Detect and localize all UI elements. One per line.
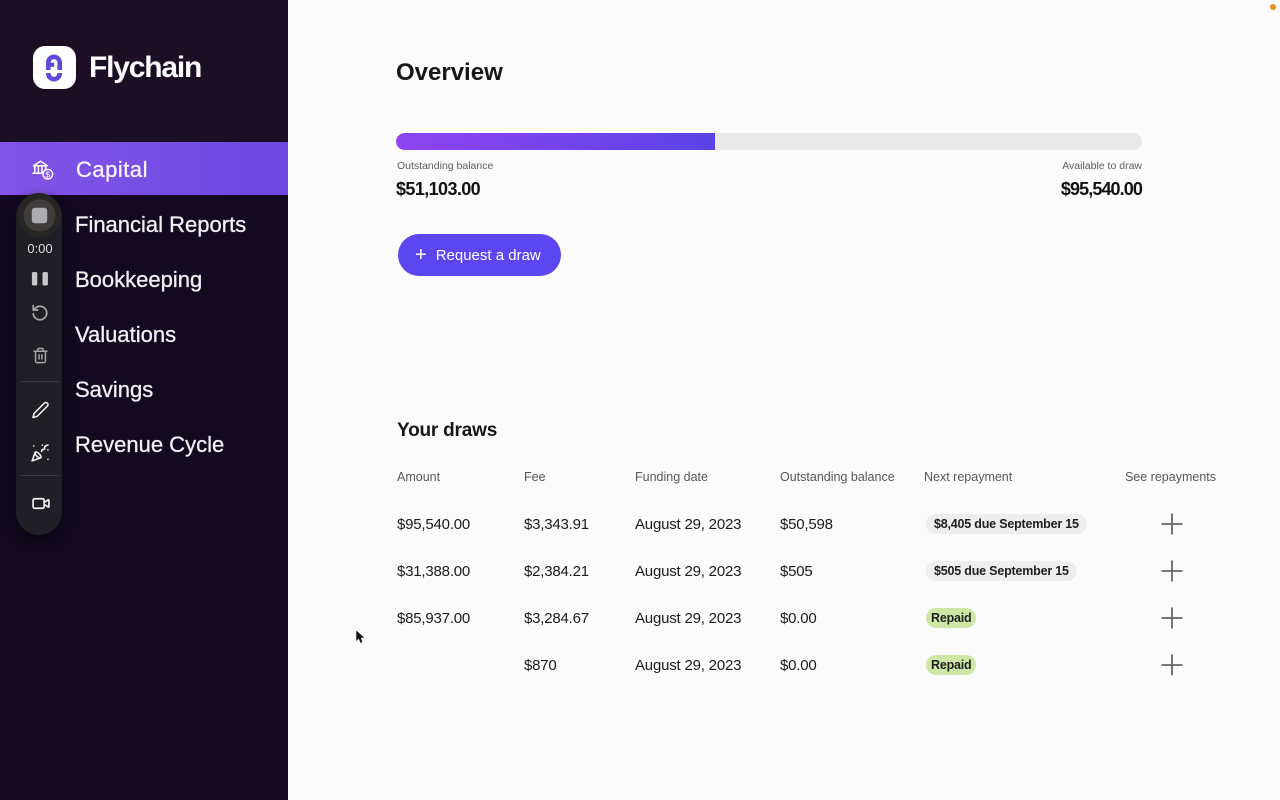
svg-text:0:00: 0:00 (27, 241, 52, 256)
svg-text:$: $ (45, 169, 50, 179)
